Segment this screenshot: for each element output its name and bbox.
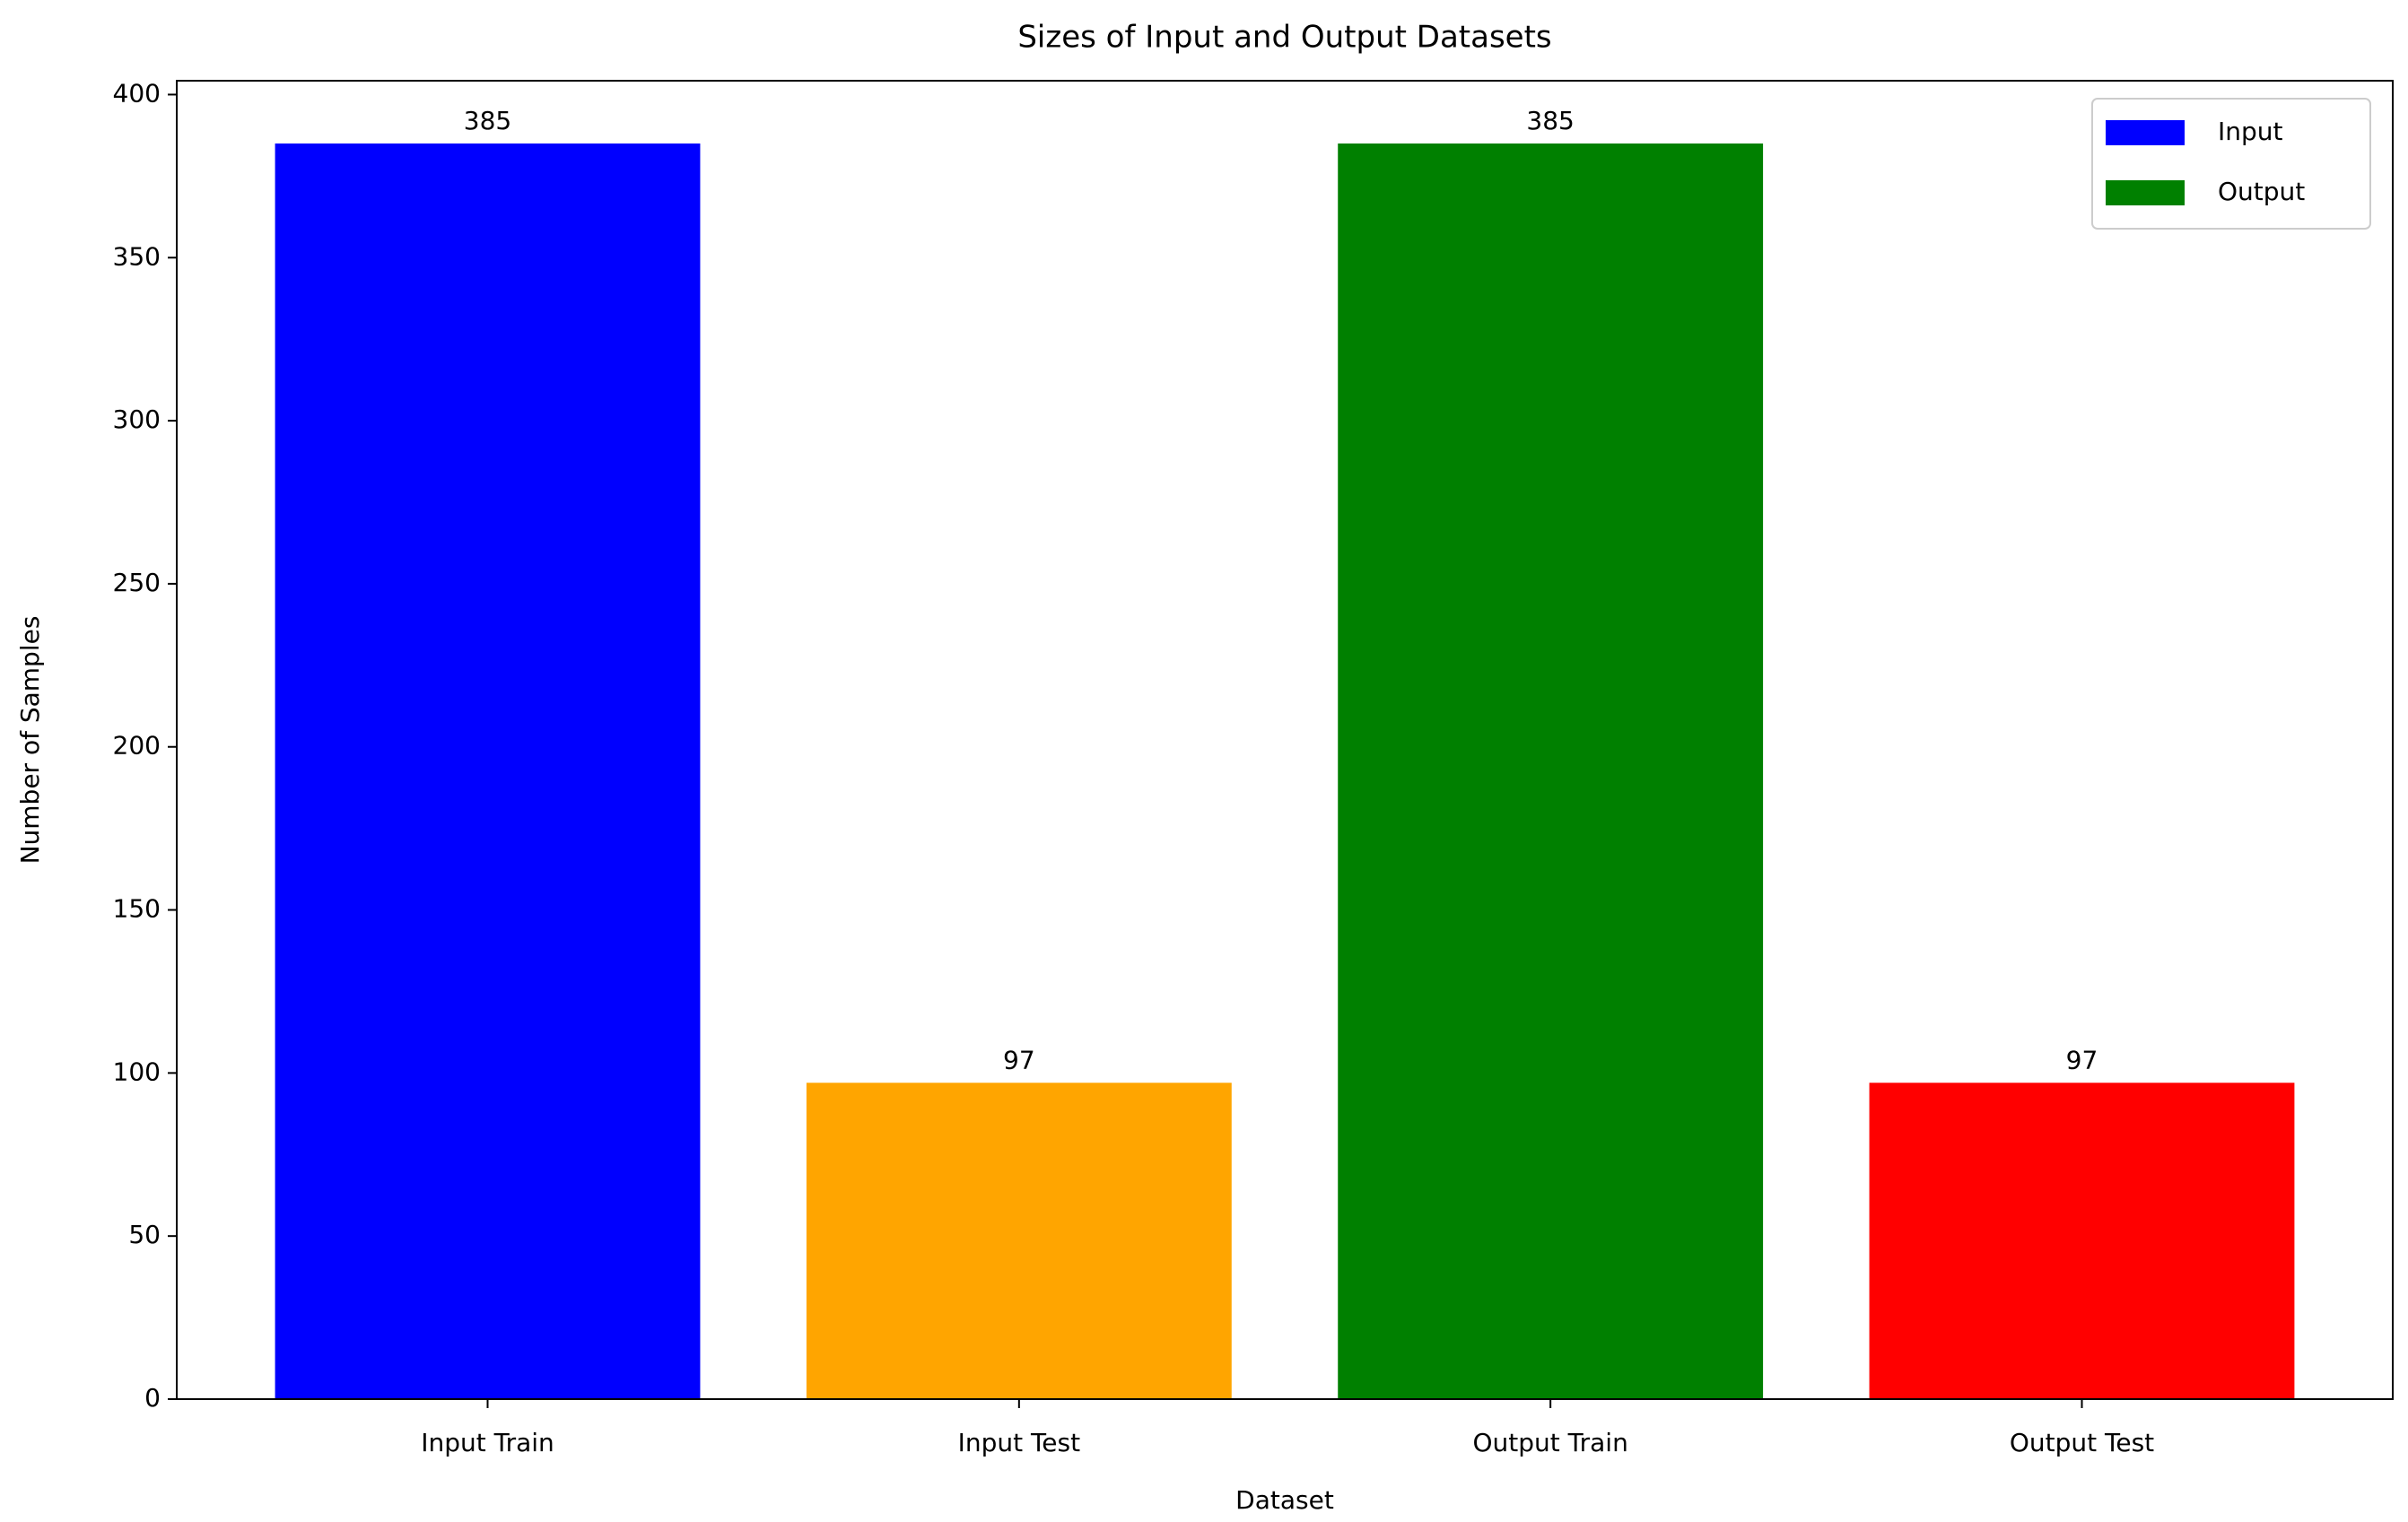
bar — [806, 1083, 1232, 1399]
legend-swatch — [2106, 180, 2185, 205]
bar — [275, 144, 701, 1399]
y-tick-label: 150 — [113, 894, 161, 924]
x-tick-label: Input Train — [421, 1428, 554, 1457]
value-label: 97 — [1003, 1045, 1035, 1074]
y-tick-label: 300 — [113, 404, 161, 434]
y-tick-label: 50 — [128, 1220, 161, 1249]
x-tick-label: Output Test — [2010, 1428, 2154, 1457]
x-tick-label: Input Test — [958, 1428, 1081, 1457]
y-tick-label: 250 — [113, 568, 161, 597]
value-label: 385 — [1526, 106, 1574, 135]
legend-label: Output — [2218, 177, 2305, 206]
y-tick-label: 200 — [113, 731, 161, 761]
y-axis-label: Number of Samples — [15, 616, 45, 865]
axes-frame — [176, 80, 2394, 1400]
y-tick-label: 0 — [144, 1383, 161, 1413]
chart-title: Sizes of Input and Output Datasets — [1017, 20, 1551, 56]
bar — [1869, 1083, 2295, 1399]
y-tick-label: 350 — [113, 241, 161, 271]
y-tick-label: 400 — [113, 78, 161, 108]
value-label: 385 — [464, 106, 511, 135]
y-tick-label: 100 — [113, 1057, 161, 1086]
legend-swatch — [2106, 120, 2185, 145]
legend-label: Input — [2218, 117, 2283, 146]
x-axis-label: Dataset — [1235, 1485, 1334, 1515]
x-tick-label: Output Train — [1472, 1428, 1627, 1457]
value-label: 97 — [2066, 1045, 2098, 1074]
bar — [1338, 144, 1764, 1399]
